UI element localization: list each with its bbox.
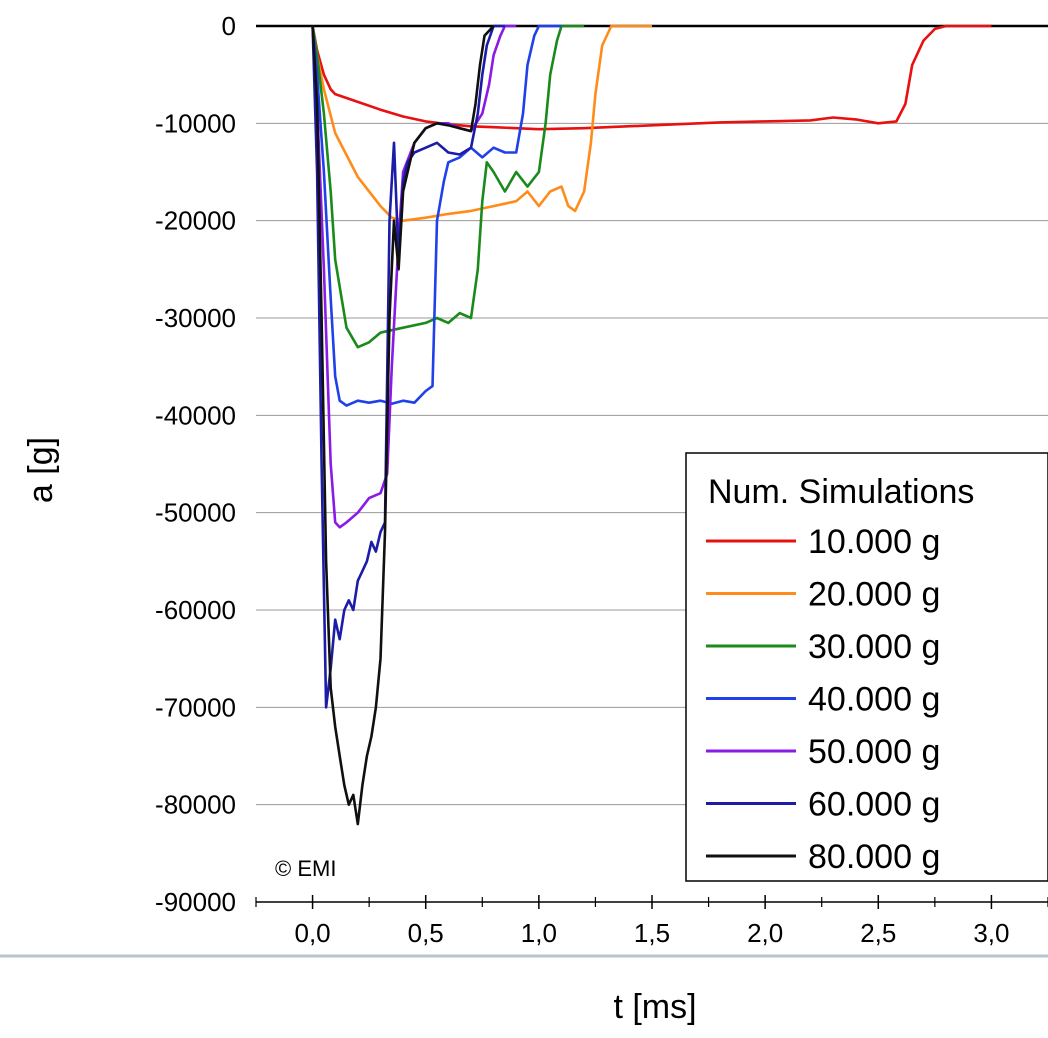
y-tick-label: -60000 xyxy=(155,595,236,625)
legend-entries: 10.000 g 20.000 g 30.000 g 40.000 g 50.000 g… xyxy=(706,523,940,876)
y-tick-label: -50000 xyxy=(155,498,236,528)
series-line-80000g xyxy=(311,25,495,826)
y-tick-label: -30000 xyxy=(155,303,236,333)
series-line-20000g xyxy=(311,24,652,222)
legend-label: 30.000 g xyxy=(808,628,940,666)
x-tick-label: 3,0 xyxy=(973,918,1009,948)
legend-label: 20.000 g xyxy=(808,576,940,614)
y-tick-label: -70000 xyxy=(155,692,236,722)
legend-box xyxy=(685,452,1048,882)
series-line-50000g xyxy=(311,24,517,529)
series-line-30000g xyxy=(311,24,585,349)
legend-label: 60.000 g xyxy=(808,786,940,824)
legend-label: 80.000 g xyxy=(808,838,940,876)
x-tick-label: 0,0 xyxy=(294,918,330,948)
y-tick-label: -40000 xyxy=(155,400,236,430)
x-tick-label: 1,0 xyxy=(521,918,557,948)
x-tick-label: 2,5 xyxy=(860,918,896,948)
y-tick-label: 0 xyxy=(222,11,236,41)
series-line-40000g xyxy=(311,24,562,407)
y-tick-label: -90000 xyxy=(155,887,236,917)
y-tick-label: -20000 xyxy=(155,206,236,236)
y-tick-label: -10000 xyxy=(155,108,236,138)
legend-label: 40.000 g xyxy=(808,681,940,719)
x-tick-label: 1,5 xyxy=(634,918,670,948)
legend-label: 10.000 g xyxy=(808,523,940,561)
series-line-60000g xyxy=(311,24,505,709)
data-series xyxy=(311,24,992,826)
x-axis-title: t [ms] xyxy=(613,988,696,1026)
legend: Num. Simulations 10.000 g 20.000 g 30.000 … xyxy=(685,452,1048,882)
y-tick-label: -80000 xyxy=(155,790,236,820)
x-tick-label: 0,5 xyxy=(408,918,444,948)
copyright-annotation: © EMI xyxy=(275,856,336,881)
axes: 0 -10000 -20000 -30000 -40000 -50000 -60000 -70… xyxy=(155,11,1048,948)
y-axis-title: a [g] xyxy=(22,437,60,503)
series-line-10000g xyxy=(311,24,992,131)
legend-title: Num. Simulations xyxy=(708,473,974,511)
legend-label: 50.000 g xyxy=(808,733,940,771)
x-tick-label: 2,0 xyxy=(747,918,783,948)
